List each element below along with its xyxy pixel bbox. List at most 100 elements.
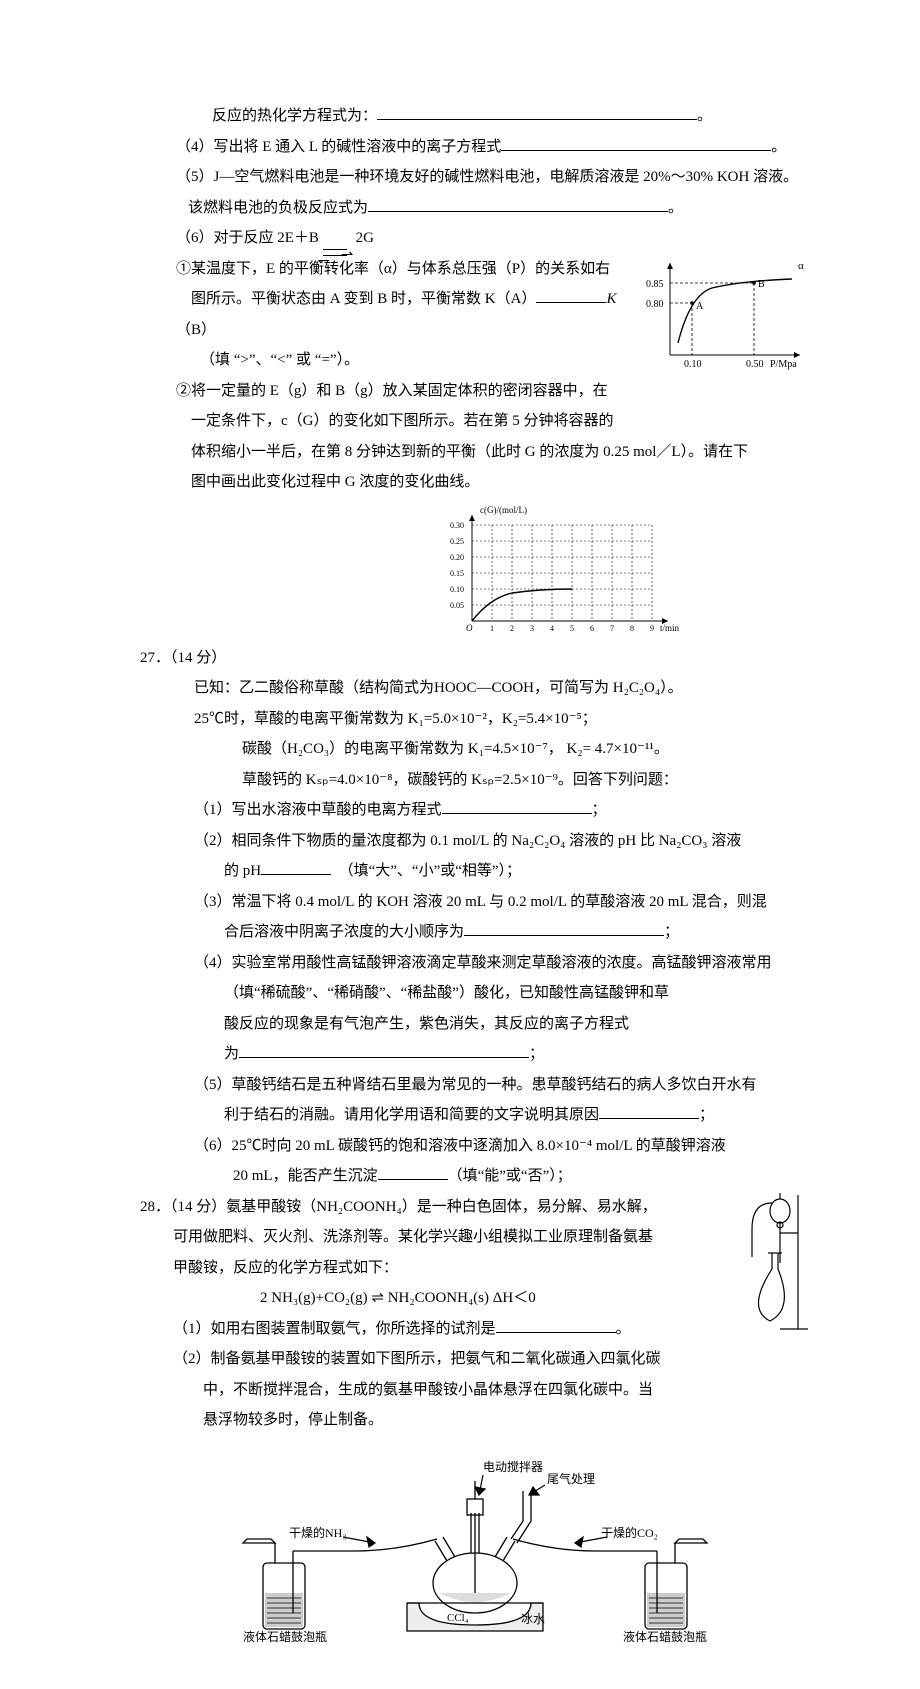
text: （1）如用右图装置制取氨气，你所选择的试剂是: [173, 1321, 496, 1337]
text: （5）草酸钙结石是五种肾结石里最为常见的一种。患草酸钙结石的病人多饮白开水有: [194, 1077, 757, 1093]
q6-2d: 图中画出此变化过程中 G 浓度的变化曲线。: [140, 468, 810, 497]
blank-reagent[interactable]: [496, 1317, 616, 1333]
text: 合后溶液中阴离子浓度的大小顺序为: [224, 924, 464, 940]
svg-text:O: O: [466, 623, 473, 633]
svg-text:A: A: [696, 301, 704, 312]
text: （1）写出水溶液中草酸的电离方程式: [194, 802, 442, 818]
svg-text:P/Mpa: P/Mpa: [770, 359, 797, 370]
text: 27．（14 分）: [140, 650, 226, 666]
q27-s6b: 20 mL，能否产生沉淀 （填“能”或“否”）；: [140, 1162, 810, 1191]
q6-2a: ②将一定量的 E（g）和 B（g）放入某固定体积的密闭容器中，在: [140, 377, 810, 406]
text: 中，不断搅拌混合，生成的氨基甲酸铵小晶体悬浮在四氯化碳中。当: [203, 1382, 653, 1398]
q28-s2b: 中，不断搅拌混合，生成的氨基甲酸铵小晶体悬浮在四氯化碳中。当: [140, 1376, 810, 1405]
text: 。: [771, 139, 786, 155]
blank-ph-compare[interactable]: [261, 859, 331, 875]
prev-q6: （6）对于反应 2E＋B ⇀ ↽ 2G: [140, 224, 810, 253]
blank-ionic-eq[interactable]: [501, 135, 771, 151]
q27-s1: （1）写出水溶液中草酸的电离方程式；: [140, 796, 810, 825]
svg-text:液体石蜡鼓泡瓶: 液体石蜡鼓泡瓶: [243, 1629, 327, 1643]
alpha-p-graph: α 0.85 0.80 0.10 0.50 P/Mpa A B: [642, 255, 810, 375]
q27-s6a: （6）25℃时向 20 mL 碳酸钙的饱和溶液中逐滴加入 8.0×10⁻⁴ mo…: [140, 1132, 810, 1161]
q28-l2: 可用做肥料、灭火剂、洗涤剂等。某化学兴趣小组模拟工业原理制备氨基: [140, 1223, 810, 1252]
q28-s1: （1）如用右图装置制取氨气，你所选择的试剂是 。: [140, 1315, 810, 1344]
text: （填 “>”、“<” 或 “=”）。: [200, 352, 359, 368]
q27-s4d: 为；: [140, 1040, 810, 1069]
svg-text:9: 9: [650, 624, 654, 633]
blank-ion-eq[interactable]: [442, 798, 592, 814]
q28-eq: 2 NH₃(g)+CO₂(g) ⇌ NH₂COONH₄(s) ΔH＜0: [140, 1284, 810, 1313]
blank-neg-electrode[interactable]: [368, 196, 668, 212]
text: （3）常温下将 0.4 mol/L 的 KOH 溶液 20 mL 与 0.2 m…: [194, 894, 767, 910]
text: （6）对于反应 2E＋B: [176, 230, 319, 246]
prev-q4: （4）写出将 E 通入 L 的碱性溶液中的离子方程式 。: [140, 133, 810, 162]
prev-q3-line: 反应的热化学方程式为：。: [140, 102, 810, 131]
q28-s2a: （2）制备氨基甲酸铵的装置如下图所示，把氨气和二氧化碳通入四氯化碳: [140, 1345, 810, 1374]
svg-text:冰水: 冰水: [521, 1612, 545, 1626]
text: 图所示。平衡状态由 A 变到 B 时，平衡常数 K（A）: [191, 291, 536, 307]
text: K: [606, 291, 616, 307]
svg-text:0.25: 0.25: [450, 537, 464, 546]
prev-q5-l2: 该燃料电池的负极反应式为。: [140, 194, 810, 223]
text: （B）: [176, 322, 216, 338]
svg-text:c(G)/(mol/L): c(G)/(mol/L): [480, 505, 527, 515]
svg-text:0.05: 0.05: [450, 601, 464, 610]
text: 草酸钙的 Kₛₚ=4.0×10⁻⁸，碳酸钙的 Kₛₚ=2.5×10⁻⁹。回答下列…: [242, 772, 678, 788]
text: 2 NH₃(g)+CO₂(g) ⇌ NH₂COONH₄(s) ΔH＜0: [260, 1290, 536, 1306]
text: 酸反应的现象是有气泡产生，紫色消失，其反应的离子方程式: [224, 1016, 629, 1032]
q27-s2b: 的 pH （填“大”、“小”或“相等”）；: [140, 857, 810, 886]
blank-k-compare[interactable]: [536, 287, 606, 303]
svg-text:CCl₄: CCl₄: [447, 1612, 469, 1624]
svg-text:4: 4: [550, 624, 554, 633]
svg-text:0.10: 0.10: [450, 585, 464, 594]
text: （2）相同条件下物质的量浓度都为 0.1 mol/L 的 Na₂C₂O₄ 溶液的…: [194, 833, 741, 849]
q27-s2a: （2）相同条件下物质的量浓度都为 0.1 mol/L 的 Na₂C₂O₄ 溶液的…: [140, 827, 810, 856]
text: ①某温度下，E 的平衡转化率（α）与体系总压强（P）的关系如右: [176, 261, 610, 277]
text: 碳酸（H₂CO₃）的电离平衡常数为 K₁=4.5×10⁻⁷， K₂= 4.7×1…: [242, 741, 669, 757]
text: 体积缩小一半后，在第 8 分钟达到新的平衡（此时 G 的浓度为 0.25 mol…: [191, 444, 748, 460]
q27-s3a: （3）常温下将 0.4 mol/L 的 KOH 溶液 20 mL 与 0.2 m…: [140, 888, 810, 917]
text: 。: [616, 1321, 631, 1337]
svg-text:0.85: 0.85: [646, 279, 664, 290]
svg-text:0.10: 0.10: [684, 359, 702, 370]
q6-2b: 一定条件下，c（G）的变化如下图所示。若在第 5 分钟将容器的: [140, 407, 810, 436]
text: （填“能”或“否”）；: [448, 1168, 572, 1184]
text: 悬浮物较多时，停止制备。: [203, 1412, 383, 1428]
text: 为: [224, 1046, 239, 1062]
q28-s2c: 悬浮物较多时，停止制备。: [140, 1406, 810, 1435]
text: ；: [664, 924, 679, 940]
text: ②将一定量的 E（g）和 B（g）放入某固定体积的密闭容器中，在: [176, 383, 608, 399]
blank-precip[interactable]: [378, 1164, 448, 1180]
reaction-apparatus: 电动搅拌器 尾气处理 干燥的NH₃ 干燥的CO₂ CCl₄ 冰水 液体石蜡鼓泡瓶…: [225, 1443, 725, 1643]
text: 可用做肥料、灭火剂、洗涤剂等。某化学兴趣小组模拟工业原理制备氨基: [173, 1229, 653, 1245]
svg-text:电动搅拌器: 电动搅拌器: [483, 1459, 543, 1474]
svg-text:5: 5: [570, 624, 574, 633]
svg-text:B: B: [758, 279, 765, 290]
q6-2c: 体积缩小一半后，在第 8 分钟达到新的平衡（此时 G 的浓度为 0.25 mol…: [140, 438, 810, 467]
svg-text:0.30: 0.30: [450, 521, 464, 530]
text: 。: [697, 108, 712, 124]
text: 图中画出此变化过程中 G 浓度的变化曲线。: [191, 474, 479, 490]
q27-header: 27．（14 分）: [140, 644, 810, 673]
text: 已知：乙二酸俗称草酸（结构简式为HOOC—COOH，可简写为 H₂C₂O₄）。: [194, 680, 683, 696]
text: （2）制备氨基甲酸铵的装置如下图所示，把氨气和二氧化碳通入四氯化碳: [173, 1351, 661, 1367]
text: 利于结石的消融。请用化学用语和简要的文字说明其原因: [224, 1107, 599, 1123]
svg-text:0.80: 0.80: [646, 299, 664, 310]
blank-thermo-eq[interactable]: [377, 104, 697, 120]
svg-text:8: 8: [630, 624, 634, 633]
text: 。: [668, 200, 683, 216]
text: 25℃时，草酸的电离平衡常数为 K₁=5.0×10⁻²，K₂=5.4×10⁻⁵；: [194, 711, 597, 727]
text: （4）写出将 E 通入 L 的碱性溶液中的离子方程式: [176, 139, 501, 155]
text: （5）J—空气燃料电池是一种环境友好的碱性燃料电池，电解质溶液是 20%～30%…: [176, 169, 798, 185]
svg-text:α: α: [798, 260, 804, 272]
text: （6）25℃时向 20 mL 碳酸钙的饱和溶液中逐滴加入 8.0×10⁻⁴ mo…: [194, 1138, 726, 1154]
text: 20 mL，能否产生沉淀: [233, 1168, 378, 1184]
blank-mno4-eq[interactable]: [239, 1042, 529, 1058]
text: 一定条件下，c（G）的变化如下图所示。若在第 5 分钟将容器的: [191, 413, 614, 429]
blank-reason[interactable]: [599, 1103, 699, 1119]
svg-text:3: 3: [530, 624, 534, 633]
svg-text:0.20: 0.20: [450, 553, 464, 562]
text: ；: [529, 1046, 544, 1062]
svg-text:液体石蜡鼓泡瓶: 液体石蜡鼓泡瓶: [623, 1629, 707, 1643]
blank-anion-order[interactable]: [464, 920, 664, 936]
text: 2G: [352, 230, 374, 246]
